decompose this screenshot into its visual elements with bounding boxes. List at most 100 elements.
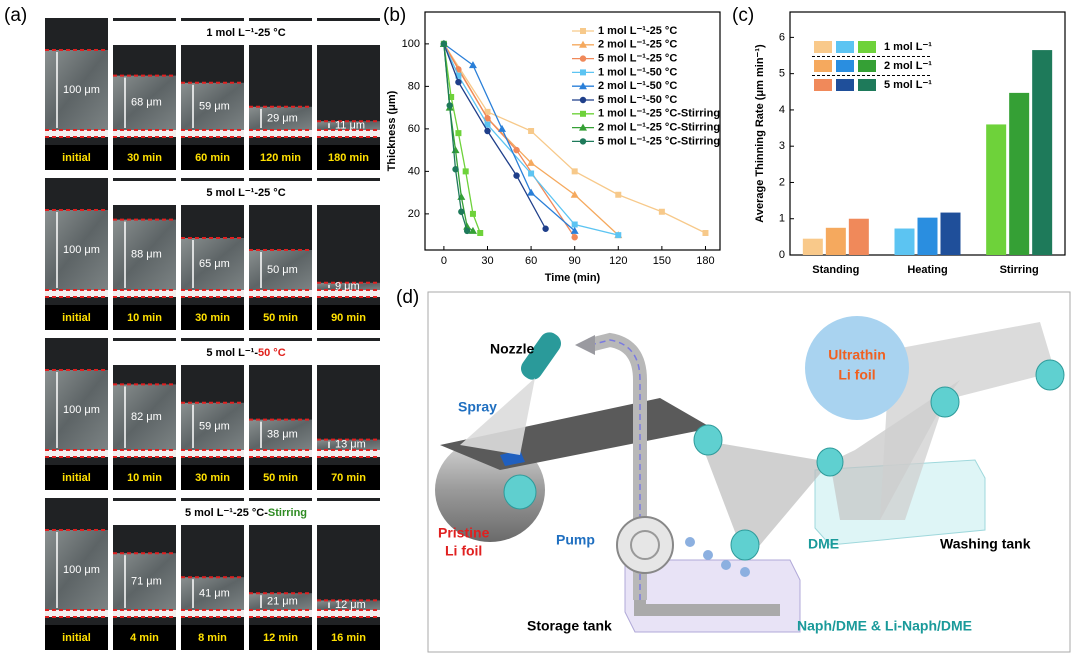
marker — [580, 69, 586, 76]
series-line — [443, 43, 619, 236]
marker — [580, 28, 586, 34]
x-tick-label: 0 — [441, 255, 447, 267]
y-tick-label: 60 — [408, 123, 420, 135]
row-title-box — [113, 181, 380, 205]
substrate-band — [45, 610, 108, 617]
plot-frame — [424, 11, 721, 251]
substrate-band — [113, 610, 176, 617]
legend-label: 1 mol L⁻¹-25 °C-Stirring — [598, 108, 720, 120]
time-band — [45, 625, 108, 650]
roller — [730, 529, 760, 561]
marker — [571, 221, 578, 228]
marker — [615, 232, 622, 239]
time-band — [181, 305, 244, 330]
time-band — [45, 465, 108, 490]
foil-badge — [805, 316, 909, 420]
legend-label: 5 mol L⁻¹-25 °C-Stirring — [598, 135, 720, 147]
marker — [463, 222, 472, 230]
roller — [816, 447, 844, 477]
foil-section — [249, 250, 312, 290]
thickness-label: 11 μm — [335, 120, 365, 132]
pump-impeller — [630, 530, 660, 560]
y-tick-label: 6 — [779, 31, 785, 43]
thickness-label: 82 μm — [131, 411, 162, 423]
process-diagram: Nozzle Spray Pristine Li foil Pump Stora… — [427, 291, 1071, 653]
foil-section — [113, 75, 176, 130]
y-tick-label: 100 — [402, 38, 420, 50]
thickness-label: 100 μm — [63, 564, 100, 576]
time-band — [113, 305, 176, 330]
legend-swatch — [858, 41, 876, 53]
foil-section — [113, 219, 176, 290]
y-axis-label: Thickness (μm) — [386, 90, 398, 171]
time-label: initial — [62, 312, 91, 324]
thickness-label: 88 μm — [131, 249, 162, 261]
thickness-label: 59 μm — [199, 100, 230, 112]
foil-section — [181, 402, 244, 450]
time-band — [249, 145, 312, 170]
label-pristine: Pristine — [438, 525, 490, 541]
marker — [458, 208, 465, 215]
marker — [570, 190, 579, 198]
legend-swatch — [858, 79, 876, 91]
time-label: initial — [62, 472, 91, 484]
legend-label: 1 mol L⁻¹-25 °C — [598, 25, 677, 37]
x-axis-label: Time (min) — [545, 272, 601, 284]
legend-swatch — [836, 79, 854, 91]
foil-section — [317, 439, 380, 450]
thickness-label: 68 μm — [131, 97, 162, 109]
spray-cone — [460, 378, 535, 455]
flow — [589, 339, 641, 600]
time-label: 12 min — [263, 632, 298, 644]
marker — [570, 226, 579, 234]
x-tick-label: 60 — [525, 255, 537, 267]
row-title-part: 5 mol L⁻¹-25 °C- — [185, 507, 268, 519]
time-band — [45, 145, 108, 170]
marker — [484, 127, 491, 135]
label-solution: Naph/DME & Li-Naph/DME — [797, 618, 972, 634]
substrate-band — [317, 450, 380, 457]
marker — [527, 158, 536, 166]
droplet — [685, 537, 695, 547]
marker — [440, 40, 448, 48]
marker — [468, 226, 477, 234]
row-title-part: 5 mol L⁻¹-25 °C — [206, 187, 285, 199]
roller — [503, 474, 537, 510]
legend-label: 5 mol L⁻¹-50 °C — [598, 94, 677, 106]
marker — [462, 168, 469, 175]
label-nozzle: Nozzle — [490, 341, 535, 357]
row-title-box — [113, 501, 380, 525]
marker — [579, 96, 587, 104]
marker — [448, 94, 455, 100]
legend-label: 2 mol L⁻¹-25 °C — [598, 39, 677, 51]
foil-section — [249, 419, 312, 450]
marker — [528, 170, 535, 177]
legend-label: 5 mol L⁻¹-25 °C — [598, 53, 677, 65]
row-title: 1 mol L⁻¹-25 °C — [206, 27, 285, 39]
bar — [986, 124, 1007, 256]
substrate-band — [249, 610, 312, 617]
foil-section — [181, 82, 244, 130]
thickness-label: 65 μm — [199, 258, 230, 270]
marker — [579, 123, 587, 131]
series-line — [443, 43, 576, 232]
marker — [571, 168, 578, 175]
marker — [484, 108, 491, 115]
time-label: initial — [62, 152, 91, 164]
y-tick-label: 0 — [779, 249, 785, 261]
bar — [802, 238, 823, 255]
thickness-label: 71 μm — [131, 576, 162, 588]
substrate-band — [113, 450, 176, 457]
time-band — [249, 305, 312, 330]
y-tick-label: 5 — [779, 68, 785, 80]
droplet — [721, 560, 731, 570]
thickness-label: 100 μm — [63, 84, 100, 96]
marker — [451, 146, 460, 154]
label-pump: Pump — [556, 532, 595, 548]
substrate-band — [181, 610, 244, 617]
row-title-part: Stirring — [268, 507, 307, 519]
row-title-part: 1 mol L⁻¹-25 °C — [206, 27, 285, 39]
legend-swatch — [858, 60, 876, 72]
time-band — [181, 625, 244, 650]
series-line — [443, 43, 481, 234]
